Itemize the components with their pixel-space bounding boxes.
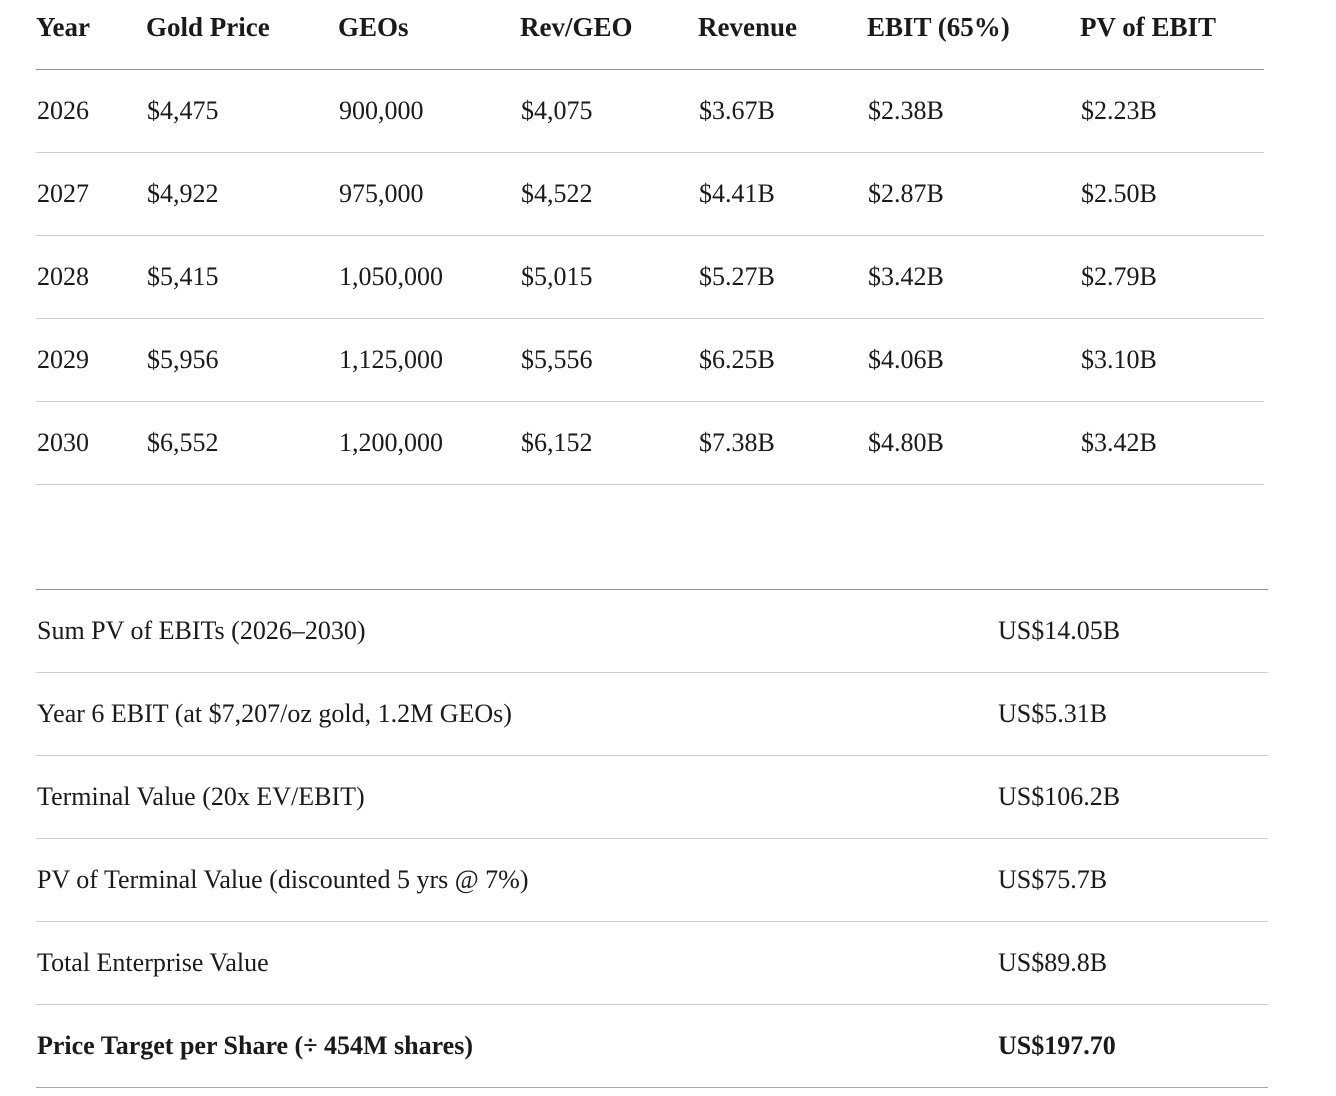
cell-year: 2028 [36, 235, 146, 319]
table-row-2029: 2029 $5,956 1,125,000 $5,556 $6.25B $4.0… [36, 318, 1264, 402]
cell-geos: 1,200,000 [338, 401, 520, 485]
cell-gold-price: $4,475 [146, 69, 338, 153]
summary-table-body: Sum PV of EBITs (2026–2030) US$14.05B Ye… [36, 589, 1268, 1088]
column-header-geos: GEOs [338, 0, 520, 70]
table-row-2026: 2026 $4,475 900,000 $4,075 $3.67B $2.38B… [36, 69, 1264, 153]
cell-pv-of-ebit: $2.23B [1080, 69, 1264, 153]
cell-revenue: $5.27B [698, 235, 867, 319]
cell-rev-geo: $6,152 [520, 401, 698, 485]
valuation-summary-table: Sum PV of EBITs (2026–2030) US$14.05B Ye… [36, 589, 1268, 1088]
summary-label: PV of Terminal Value (discounted 5 yrs @… [36, 838, 997, 922]
cell-ebit: $4.80B [867, 401, 1080, 485]
cell-ebit: $3.42B [867, 235, 1080, 319]
cell-pv-of-ebit: $3.10B [1080, 318, 1264, 402]
cell-gold-price: $5,956 [146, 318, 338, 402]
summary-value: US$197.70 [997, 1004, 1268, 1088]
summary-value: US$14.05B [997, 589, 1268, 673]
cell-revenue: $3.67B [698, 69, 867, 153]
cell-gold-price: $6,552 [146, 401, 338, 485]
cell-ebit: $2.38B [867, 69, 1080, 153]
table-row-2028: 2028 $5,415 1,050,000 $5,015 $5.27B $3.4… [36, 235, 1264, 319]
cell-gold-price: $5,415 [146, 235, 338, 319]
summary-label: Total Enterprise Value [36, 921, 997, 1005]
cell-pv-of-ebit: $2.79B [1080, 235, 1264, 319]
page-content: Year Gold Price GEOs Rev/GEO Revenue EBI… [36, 0, 1268, 1088]
summary-label: Year 6 EBIT (at $7,207/oz gold, 1.2M GEO… [36, 672, 997, 756]
cell-ebit: $2.87B [867, 152, 1080, 236]
summary-value: US$5.31B [997, 672, 1268, 756]
table-gap-spacer [36, 485, 1264, 589]
cell-geos: 1,125,000 [338, 318, 520, 402]
summary-row-pv-terminal-value: PV of Terminal Value (discounted 5 yrs @… [36, 838, 1268, 922]
cell-revenue: $7.38B [698, 401, 867, 485]
cell-year: 2030 [36, 401, 146, 485]
summary-row-price-target: Price Target per Share (÷ 454M shares) U… [36, 1004, 1268, 1088]
cell-pv-of-ebit: $3.42B [1080, 401, 1264, 485]
summary-label: Sum PV of EBITs (2026–2030) [36, 589, 997, 673]
cell-year: 2029 [36, 318, 146, 402]
cell-ebit: $4.06B [867, 318, 1080, 402]
cell-revenue: $6.25B [698, 318, 867, 402]
summary-row-terminal-value: Terminal Value (20x EV/EBIT) US$106.2B [36, 755, 1268, 839]
cell-geos: 1,050,000 [338, 235, 520, 319]
summary-row-sum-pv-ebits: Sum PV of EBITs (2026–2030) US$14.05B [36, 589, 1268, 673]
column-header-ebit: EBIT (65%) [867, 0, 1080, 70]
column-header-revenue: Revenue [698, 0, 867, 70]
column-header-pv-of-ebit: PV of EBIT [1080, 0, 1264, 70]
column-header-gold-price: Gold Price [146, 0, 338, 70]
summary-label: Price Target per Share (÷ 454M shares) [36, 1004, 997, 1088]
cell-rev-geo: $5,556 [520, 318, 698, 402]
summary-value: US$75.7B [997, 838, 1268, 922]
cell-rev-geo: $5,015 [520, 235, 698, 319]
summary-label: Terminal Value (20x EV/EBIT) [36, 755, 997, 839]
gold-projection-table: Year Gold Price GEOs Rev/GEO Revenue EBI… [36, 0, 1264, 485]
cell-year: 2027 [36, 152, 146, 236]
cell-gold-price: $4,922 [146, 152, 338, 236]
cell-revenue: $4.41B [698, 152, 867, 236]
cell-year: 2026 [36, 69, 146, 153]
projection-table-header: Year Gold Price GEOs Rev/GEO Revenue EBI… [36, 0, 1264, 70]
column-header-year: Year [36, 0, 146, 70]
cell-rev-geo: $4,522 [520, 152, 698, 236]
summary-row-year6-ebit: Year 6 EBIT (at $7,207/oz gold, 1.2M GEO… [36, 672, 1268, 756]
cell-geos: 975,000 [338, 152, 520, 236]
column-header-rev-geo: Rev/GEO [520, 0, 698, 70]
table-row-2027: 2027 $4,922 975,000 $4,522 $4.41B $2.87B… [36, 152, 1264, 236]
summary-value: US$106.2B [997, 755, 1268, 839]
summary-row-total-enterprise-value: Total Enterprise Value US$89.8B [36, 921, 1268, 1005]
cell-rev-geo: $4,075 [520, 69, 698, 153]
summary-value: US$89.8B [997, 921, 1268, 1005]
header-row: Year Gold Price GEOs Rev/GEO Revenue EBI… [36, 0, 1264, 70]
projection-table-body: 2026 $4,475 900,000 $4,075 $3.67B $2.38B… [36, 69, 1264, 485]
table-row-2030: 2030 $6,552 1,200,000 $6,152 $7.38B $4.8… [36, 401, 1264, 485]
cell-geos: 900,000 [338, 69, 520, 153]
cell-pv-of-ebit: $2.50B [1080, 152, 1264, 236]
